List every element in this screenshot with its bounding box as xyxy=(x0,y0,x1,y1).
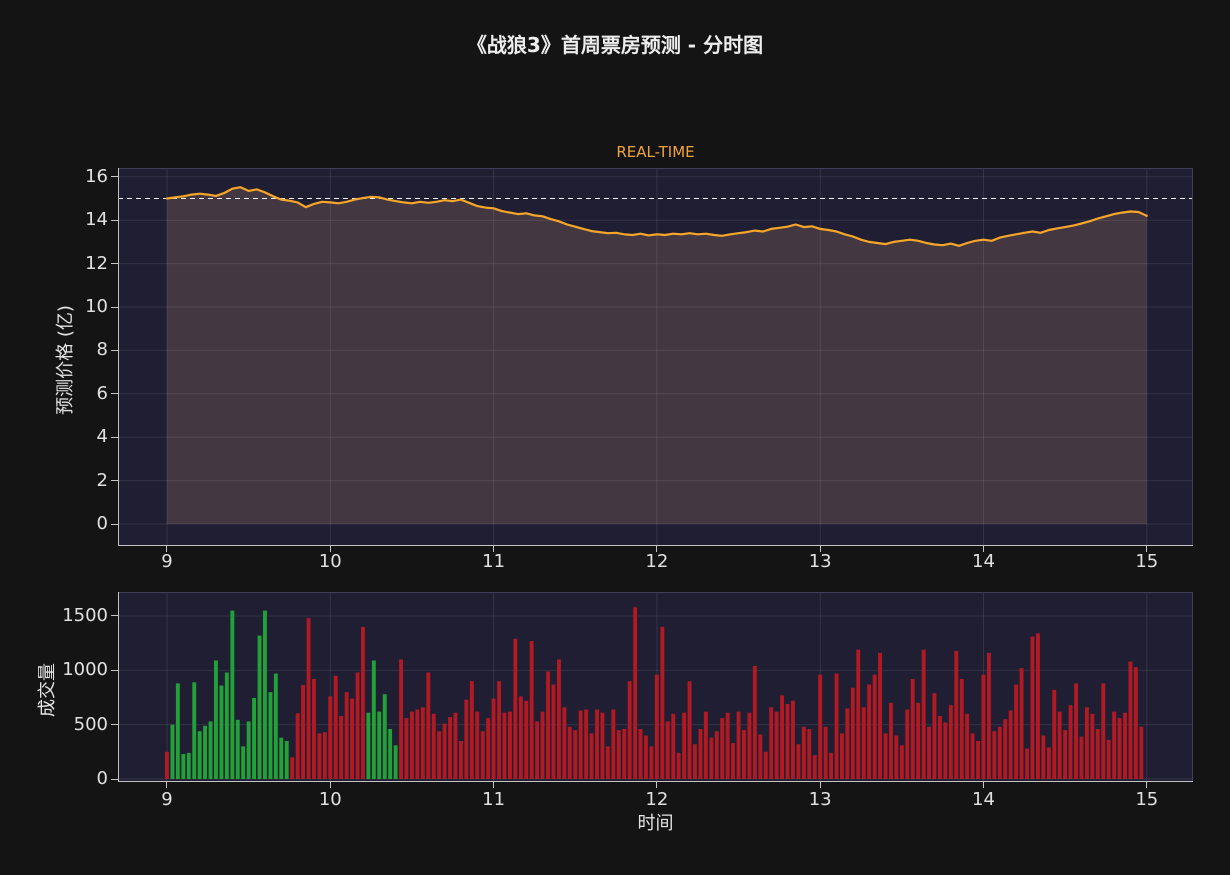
price-y-tick-label: 12 xyxy=(85,252,108,274)
volume-y-tick-label: 1000 xyxy=(62,659,108,681)
volume-x-tick-mark xyxy=(656,782,658,788)
price-x-tick-mark xyxy=(982,546,984,552)
volume-x-tick-mark xyxy=(1146,782,1148,788)
volume-x-tick-label: 15 xyxy=(1135,789,1159,810)
price-y-tick-label: 0 xyxy=(96,513,108,534)
price-y-tick-mark xyxy=(111,306,118,308)
volume-y-tick-mark xyxy=(111,615,118,617)
volume-x-tick-label: 11 xyxy=(482,789,506,810)
price-x-tick-mark xyxy=(166,546,168,552)
volume-y-tick-mark xyxy=(111,724,118,726)
volume-y-tick-mark xyxy=(111,669,118,671)
price-x-tick-label: 14 xyxy=(972,551,995,572)
price-x-tick-mark xyxy=(1146,546,1148,552)
price-x-tick-label: 13 xyxy=(808,551,832,572)
price-y-tick-label: 10 xyxy=(85,296,108,317)
price-x-tick-mark xyxy=(493,546,495,552)
volume-x-tick-label: 10 xyxy=(318,789,342,810)
volume-y-tick-label: 1500 xyxy=(62,604,108,626)
price-x-tick-label: 10 xyxy=(318,551,342,572)
page-title: 《战狼3》首周票房预测 - 分时图 xyxy=(466,33,764,57)
price-y-tick-label: 8 xyxy=(96,339,108,361)
price-y-tick-label: 6 xyxy=(96,382,108,404)
price-x-tick-mark xyxy=(819,546,821,552)
price-x-tick-label: 11 xyxy=(482,551,506,572)
price-x-tick-mark xyxy=(656,546,658,552)
price-y-tick-label: 4 xyxy=(96,426,108,448)
volume-x-tick-mark xyxy=(982,782,984,788)
price-y-tick-mark xyxy=(111,219,118,221)
price-chart-canvas xyxy=(118,168,1193,546)
price-y-tick-mark xyxy=(111,263,118,265)
volume-x-tick-mark xyxy=(166,782,168,788)
price-y-tick-mark xyxy=(111,349,118,351)
volume-x-tick-mark xyxy=(493,782,495,788)
price-y-tick-label: 14 xyxy=(85,209,108,231)
volume-y-tick-label: 0 xyxy=(96,768,108,789)
volume-x-tick-label: 14 xyxy=(972,789,995,810)
volume-x-tick-label: 9 xyxy=(161,789,173,810)
volume-y-tick-mark xyxy=(111,778,118,780)
price-y-tick-label: 2 xyxy=(96,469,108,491)
realtime-subtitle: REAL-TIME xyxy=(616,143,695,161)
price-y-tick-mark xyxy=(111,393,118,395)
price-y-tick-mark xyxy=(111,480,118,482)
price-y-tick-mark xyxy=(111,176,118,178)
volume-x-tick-mark xyxy=(329,782,331,788)
volume-chart-canvas xyxy=(118,592,1193,782)
volume-x-tick-mark xyxy=(819,782,821,788)
volume-x-tick-label: 13 xyxy=(808,789,832,810)
price-y-tick-mark xyxy=(111,436,118,438)
price-y-tick-mark xyxy=(111,523,118,525)
price-x-tick-label: 12 xyxy=(645,551,669,572)
price-x-tick-label: 9 xyxy=(161,551,173,572)
volume-x-tick-label: 12 xyxy=(645,789,669,810)
time-x-axis-label: 时间 xyxy=(637,813,674,834)
price-x-tick-mark xyxy=(329,546,331,552)
volume-y-tick-label: 500 xyxy=(73,713,108,735)
price-y-tick-label: 16 xyxy=(85,165,108,187)
price-x-tick-label: 15 xyxy=(1135,551,1159,572)
